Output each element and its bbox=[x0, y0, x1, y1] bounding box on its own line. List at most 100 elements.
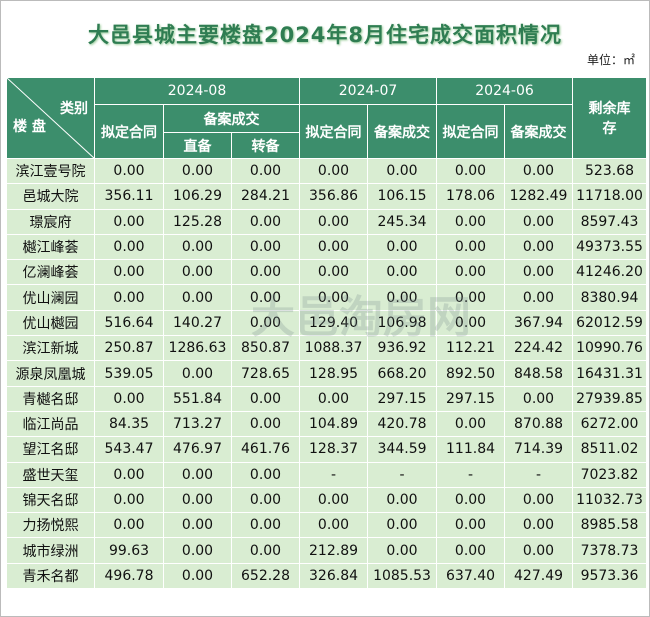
row: 青樾名邸 0.00 551.84 0.00 0.00 297.15 297.15 0.00 27… bbox=[6, 385, 648, 412]
cell-value: 16431.31 bbox=[572, 360, 648, 387]
row: 锦天名邸 0.00 0.00 0.00 0.00 0.00 0.00 0.00 11032.73 bbox=[6, 486, 648, 514]
row: 临江尚品 84.35 713.27 0.00 104.89 420.78 0.00 870.8… bbox=[6, 410, 648, 438]
cell-value: 668.20 bbox=[367, 360, 438, 387]
cell-value: 461.76 bbox=[230, 436, 301, 463]
cell-value: 0.00 bbox=[230, 537, 301, 564]
cell-value: 496.78 bbox=[94, 562, 164, 590]
cell-value: 637.40 bbox=[436, 562, 506, 590]
cell-value: 0.00 bbox=[230, 385, 301, 412]
cell-value: 0.00 bbox=[299, 208, 369, 235]
cell-value: 0.00 bbox=[436, 410, 506, 438]
cell-value: 297.15 bbox=[436, 385, 506, 412]
cell-value: 356.86 bbox=[299, 183, 369, 210]
cell-value: 0.00 bbox=[436, 233, 506, 261]
cell-value: 848.58 bbox=[504, 360, 574, 387]
cell-value: 344.59 bbox=[367, 436, 438, 463]
cell-value: 0.00 bbox=[504, 208, 574, 235]
row: 力扬悦熙 0.00 0.00 0.00 0.00 0.00 0.00 0.00 8985.58 bbox=[6, 512, 648, 539]
cell-value: 0.00 bbox=[367, 259, 438, 286]
cell-value: 427.49 bbox=[504, 562, 574, 590]
cell-value: 0.00 bbox=[94, 486, 164, 514]
cell-value: 0.00 bbox=[436, 157, 506, 185]
cell-value: 297.15 bbox=[367, 385, 438, 412]
cell-value: 62012.59 bbox=[572, 309, 648, 337]
corner-bottom: 楼 盘 bbox=[13, 119, 46, 135]
cell-value: 714.39 bbox=[504, 436, 574, 463]
cell-value: 1282.49 bbox=[504, 183, 574, 210]
cell-value: 140.27 bbox=[163, 309, 232, 337]
cell-value: 420.78 bbox=[367, 410, 438, 438]
project-name: 滨江壹号院 bbox=[6, 157, 95, 185]
cell-value: 356.11 bbox=[94, 183, 164, 210]
cell-value: 652.28 bbox=[230, 562, 301, 590]
project-name: 樾江峰荟 bbox=[6, 233, 95, 261]
cell-value: 224.42 bbox=[504, 335, 574, 362]
project-name: 盛世天玺 bbox=[6, 461, 95, 488]
cell-value: 178.06 bbox=[436, 183, 506, 210]
row: 璟宸府 0.00 125.28 0.00 0.00 245.34 0.00 0.00 8597.… bbox=[6, 208, 648, 235]
filed-header: 备案成交 bbox=[162, 104, 301, 133]
cell-value: 8380.94 bbox=[572, 284, 648, 311]
cell-value: 11718.00 bbox=[572, 183, 648, 210]
cell-value: 129.40 bbox=[299, 309, 369, 337]
cell-value: 0.00 bbox=[163, 562, 232, 590]
cell-value: 0.00 bbox=[436, 486, 506, 514]
row: 樾江峰荟 0.00 0.00 0.00 0.00 0.00 0.00 0.00 49373.55 bbox=[6, 233, 648, 261]
project-name: 锦天名邸 bbox=[6, 486, 95, 514]
cell-value: 0.00 bbox=[299, 157, 369, 185]
cell-value: 0.00 bbox=[94, 512, 164, 539]
cell-value: 367.94 bbox=[504, 309, 574, 337]
cell-value: - bbox=[367, 461, 438, 488]
table: 类别 楼 盘 2024-08 2024-07 2024-06 剩余库存 拟定合同… bbox=[6, 77, 648, 590]
filed-header: 备案成交 bbox=[367, 104, 438, 159]
watermark: 大邑淘房网 bbox=[251, 292, 471, 343]
stock-header: 剩余库存 bbox=[572, 77, 648, 159]
row: 优山澜园 0.00 0.00 0.00 0.00 0.00 0.00 0.00 8380.94 bbox=[6, 284, 648, 311]
cell-value: 1088.37 bbox=[299, 335, 369, 362]
cell-value: 0.00 bbox=[436, 512, 506, 539]
project-name: 璟宸府 bbox=[6, 208, 95, 235]
cell-value: 0.00 bbox=[163, 486, 232, 514]
cell-value: 0.00 bbox=[94, 461, 164, 488]
project-name: 滨江新城 bbox=[6, 335, 95, 362]
cell-value: 0.00 bbox=[299, 512, 369, 539]
cell-value: 125.28 bbox=[163, 208, 232, 235]
row: 亿澜峰荟 0.00 0.00 0.00 0.00 0.00 0.00 0.00 41246.20 bbox=[6, 259, 648, 286]
row: 青禾名都 496.78 0.00 652.28 326.84 1085.53 637.40 4… bbox=[6, 562, 648, 590]
month: 2024-08 bbox=[93, 77, 301, 105]
corner-top: 类别 bbox=[60, 101, 88, 117]
cell-value: 0.00 bbox=[94, 233, 164, 261]
cell-value: 111.84 bbox=[436, 436, 506, 463]
cell-value: 0.00 bbox=[436, 208, 506, 235]
cell-value: 0.00 bbox=[230, 410, 301, 438]
cell-value: 10990.76 bbox=[572, 335, 648, 362]
cell-value: 0.00 bbox=[436, 309, 506, 337]
cell-value: 212.89 bbox=[299, 537, 369, 564]
cell-value: 516.64 bbox=[94, 309, 164, 337]
project-name: 源泉凤凰城 bbox=[6, 360, 95, 387]
cell-value: 0.00 bbox=[367, 486, 438, 514]
cell-value: 104.89 bbox=[299, 410, 369, 438]
cell-value: 850.87 bbox=[230, 335, 301, 362]
cell-value: 0.00 bbox=[163, 157, 232, 185]
cell-value: - bbox=[436, 461, 506, 488]
cell-value: 0.00 bbox=[504, 385, 574, 412]
cell-value: 106.29 bbox=[163, 183, 232, 210]
cell-value: 0.00 bbox=[163, 360, 232, 387]
contract-header: 拟定合同 bbox=[94, 104, 164, 159]
row: 滨江新城 250.87 1286.63 850.87 1088.37 936.92 112.… bbox=[6, 335, 648, 362]
cell-value: 870.88 bbox=[504, 410, 574, 438]
cell-value: 728.65 bbox=[230, 360, 301, 387]
cell-value: 6272.00 bbox=[572, 410, 648, 438]
row: 源泉凤凰城 539.05 0.00 728.65 128.95 668.20 892.50 8… bbox=[6, 360, 648, 387]
cell-value: - bbox=[504, 461, 574, 488]
cell-value: 0.00 bbox=[299, 284, 369, 311]
row: 城市绿洲 99.63 0.00 0.00 212.89 0.00 0.00 0.00 7378.… bbox=[6, 537, 648, 564]
cell-value: 106.15 bbox=[367, 183, 438, 210]
cell-value: 112.21 bbox=[436, 335, 506, 362]
cell-value: 0.00 bbox=[299, 233, 369, 261]
cell-value: 245.34 bbox=[367, 208, 438, 235]
project-name: 亿澜峰荟 bbox=[6, 259, 95, 286]
cell-value: 0.00 bbox=[230, 233, 301, 261]
